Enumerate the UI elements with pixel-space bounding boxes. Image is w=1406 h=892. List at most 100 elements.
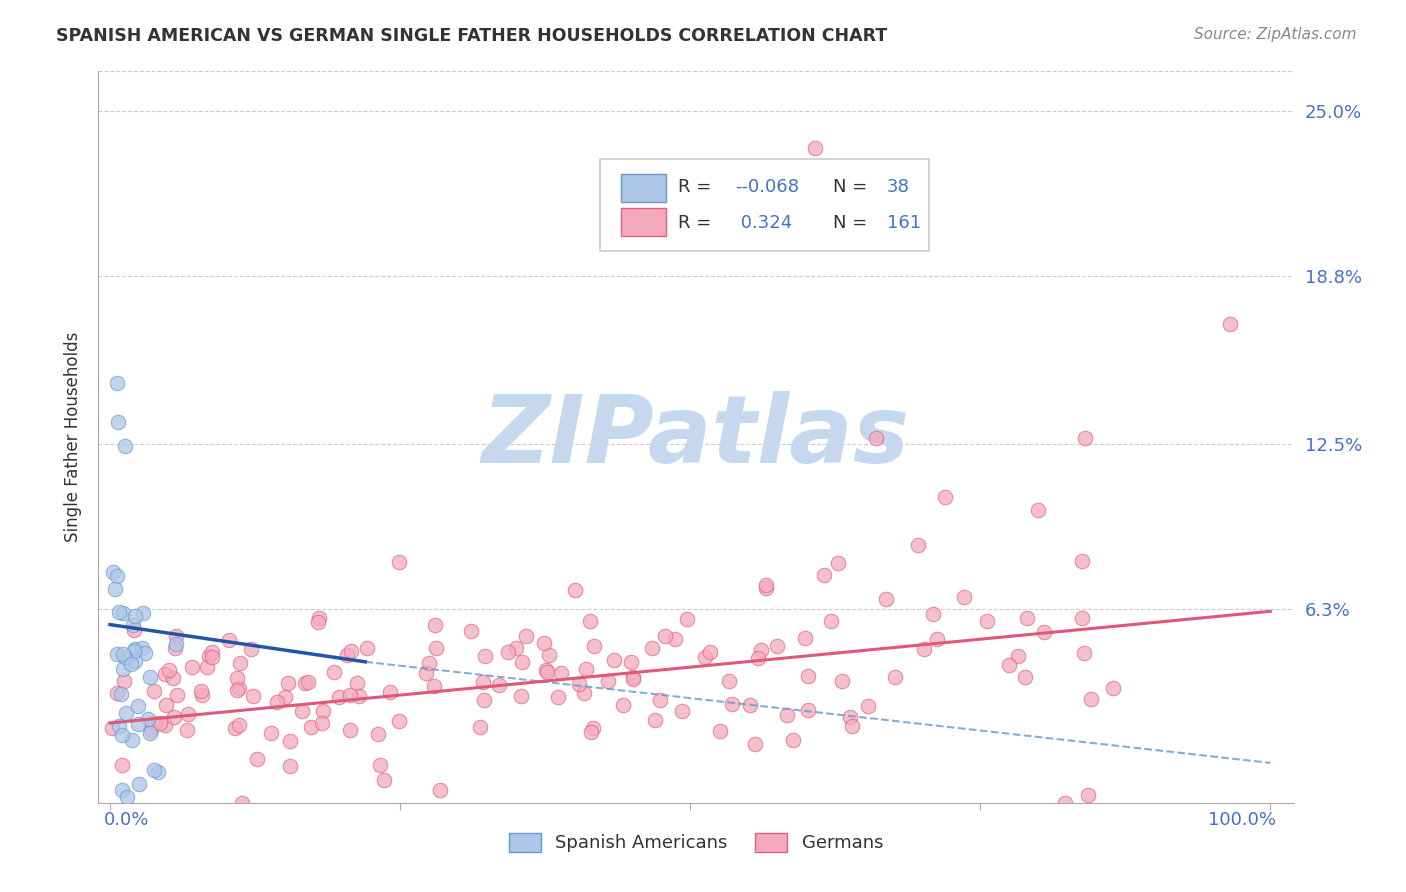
- Point: [460, 624, 482, 639]
- Point: [339, 688, 361, 702]
- Point: [510, 690, 533, 704]
- Point: [218, 633, 240, 648]
- Point: [143, 763, 166, 777]
- Text: Source: ZipAtlas.com: Source: ZipAtlas.com: [1194, 27, 1357, 42]
- Legend: Spanish Americans, Germans: Spanish Americans, Germans: [502, 826, 890, 860]
- Point: [308, 611, 330, 625]
- Point: [277, 675, 299, 690]
- Point: [654, 629, 676, 643]
- Text: 38: 38: [887, 178, 910, 195]
- Point: [122, 643, 145, 657]
- Point: [101, 721, 124, 735]
- Text: R =: R =: [678, 178, 717, 195]
- Text: --0.068: --0.068: [735, 178, 800, 195]
- Point: [224, 721, 246, 735]
- Point: [839, 710, 862, 724]
- Point: [699, 645, 721, 659]
- Point: [226, 672, 249, 686]
- Point: [111, 728, 134, 742]
- Point: [747, 650, 769, 665]
- Point: [231, 796, 253, 810]
- Point: [228, 681, 250, 696]
- Point: [474, 693, 496, 707]
- Point: [797, 669, 820, 683]
- FancyBboxPatch shape: [600, 159, 929, 251]
- Point: [776, 708, 799, 723]
- Point: [201, 649, 224, 664]
- Point: [153, 718, 176, 732]
- Point: [664, 632, 686, 647]
- Point: [291, 704, 314, 718]
- Point: [744, 737, 766, 751]
- Text: R =: R =: [678, 214, 717, 232]
- Text: 161: 161: [887, 214, 921, 232]
- Point: [114, 650, 136, 665]
- Point: [101, 565, 124, 579]
- Point: [1007, 649, 1029, 664]
- Point: [297, 675, 319, 690]
- Point: [105, 376, 128, 390]
- Point: [827, 557, 849, 571]
- Point: [177, 707, 200, 722]
- Point: [536, 665, 558, 680]
- Point: [246, 752, 269, 766]
- Point: [1026, 503, 1049, 517]
- Point: [228, 717, 250, 731]
- Point: [240, 642, 263, 657]
- Point: [307, 615, 329, 629]
- Point: [107, 416, 129, 430]
- Point: [339, 723, 361, 738]
- Point: [111, 782, 134, 797]
- Point: [934, 490, 956, 504]
- Point: [976, 615, 998, 629]
- Point: [621, 670, 644, 684]
- Point: [105, 568, 128, 582]
- Point: [782, 732, 804, 747]
- Point: [162, 671, 184, 685]
- Point: [368, 758, 391, 772]
- Point: [226, 682, 249, 697]
- Point: [201, 644, 224, 658]
- Point: [157, 663, 180, 677]
- Point: [1080, 692, 1102, 706]
- Point: [124, 608, 146, 623]
- Point: [474, 649, 496, 664]
- Point: [328, 690, 350, 704]
- Point: [121, 618, 143, 632]
- Point: [124, 641, 146, 656]
- Point: [339, 644, 361, 658]
- Point: [266, 695, 288, 709]
- Point: [1102, 681, 1125, 696]
- Point: [1077, 788, 1099, 802]
- Point: [117, 790, 139, 805]
- Point: [820, 615, 842, 629]
- Point: [425, 640, 447, 655]
- Point: [132, 606, 155, 620]
- Point: [488, 678, 510, 692]
- Point: [953, 590, 976, 604]
- Point: [1073, 647, 1095, 661]
- Point: [139, 726, 162, 740]
- Point: [423, 618, 446, 632]
- Point: [804, 141, 827, 155]
- Point: [197, 660, 219, 674]
- Point: [1071, 611, 1094, 625]
- Point: [671, 704, 693, 718]
- Point: [124, 655, 146, 669]
- Point: [105, 647, 128, 661]
- Point: [128, 777, 150, 791]
- Point: [709, 723, 731, 738]
- Point: [721, 697, 744, 711]
- Point: [142, 684, 165, 698]
- Point: [127, 699, 149, 714]
- Text: 0.324: 0.324: [735, 214, 793, 232]
- Point: [299, 721, 322, 735]
- Point: [583, 639, 606, 653]
- Point: [550, 665, 572, 680]
- Point: [127, 716, 149, 731]
- Point: [717, 673, 740, 688]
- Point: [104, 582, 127, 596]
- Point: [294, 675, 316, 690]
- Point: [111, 648, 134, 662]
- Point: [278, 758, 301, 772]
